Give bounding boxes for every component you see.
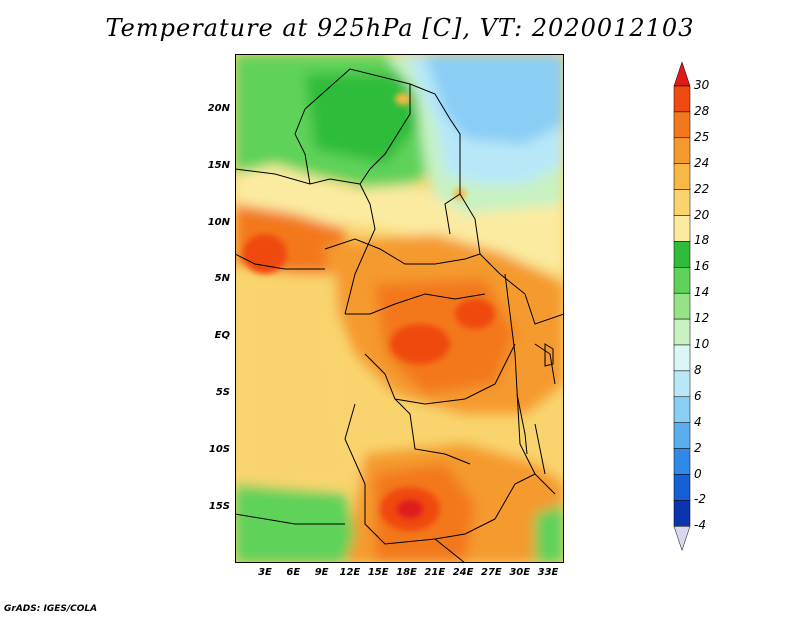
longitude-label: 27E — [481, 567, 502, 578]
chart-title: Temperature at 925hPa [C], VT: 202001210… — [105, 14, 695, 42]
colorbar-label: 14 — [694, 285, 710, 300]
colorbar-swatch — [673, 292, 691, 320]
colorbar-label: 10 — [694, 337, 710, 351]
colorbar-label: 2 — [694, 440, 702, 455]
colorbar-top-arrow — [673, 62, 691, 87]
colorbar-swatch — [673, 241, 691, 268]
latitude-label: EQ — [214, 330, 230, 342]
colorbar-swatch — [673, 344, 691, 372]
colorbar-label: 24 — [694, 155, 710, 170]
colorbar-label: 12 — [694, 311, 710, 326]
colorbar-label: 18 — [694, 233, 710, 248]
longitude-label: 6E — [286, 567, 301, 578]
colorbar-label: 20 — [694, 207, 710, 222]
colorbar-swatch — [673, 474, 691, 501]
colorbar-label: 6 — [694, 388, 702, 403]
colorbar-swatch — [673, 111, 691, 139]
colorbar-swatch — [673, 370, 691, 398]
grads-credit: GrADS: IGES/COLA — [4, 604, 98, 614]
map-frame — [235, 54, 564, 563]
colorbar-swatch — [673, 500, 691, 527]
longitude-label: 15E — [367, 567, 389, 578]
colorbar — [673, 62, 691, 552]
longitude-label: 21E — [424, 567, 446, 578]
longitude-label: 12E — [339, 567, 361, 578]
colorbar-swatch — [673, 163, 691, 190]
colorbar-swatch — [673, 215, 691, 242]
colorbar-swatch — [673, 189, 691, 216]
longitude-label: 30E — [509, 567, 531, 578]
colorbar-label: 28 — [694, 103, 710, 118]
country-borders — [235, 68, 564, 563]
longitude-label: 33E — [537, 567, 559, 578]
lake-outlines — [516, 343, 554, 475]
colorbar-label: 25 — [694, 129, 710, 144]
colorbar-label: 0 — [694, 466, 702, 481]
colorbar-label: 30 — [694, 78, 710, 92]
colorbar-swatch — [673, 448, 691, 475]
colorbar-label: 4 — [694, 414, 702, 429]
colorbar-label: 16 — [694, 259, 710, 274]
colorbar-label: -2 — [694, 492, 706, 507]
colorbar-swatch — [673, 318, 691, 346]
colorbar-swatch — [673, 396, 691, 423]
colorbar-swatch — [673, 267, 691, 294]
colorbar-label: -4 — [694, 518, 706, 533]
longitude-label: 9E — [314, 567, 329, 578]
latitude-label: 10N — [207, 216, 230, 228]
colorbar-label: 22 — [694, 181, 710, 196]
latitude-label: 5S — [215, 387, 230, 398]
latitude-label: 20N — [207, 103, 230, 114]
latitude-label: 5N — [214, 273, 230, 285]
longitude-label: 18E — [396, 567, 417, 578]
longitude-label: 3E — [258, 567, 272, 578]
latitude-label: 15N — [207, 159, 230, 171]
colorbar-swatch — [673, 422, 691, 449]
colorbar-label: 8 — [694, 362, 702, 377]
latitude-label: 15S — [208, 500, 230, 512]
colorbar-swatch — [673, 85, 691, 113]
colorbar-bottom-arrow — [673, 526, 691, 552]
longitude-label: 24E — [452, 567, 474, 578]
latitude-label: 10S — [208, 443, 230, 455]
colorbar-swatch — [673, 137, 691, 164]
temperature-map — [235, 54, 564, 563]
